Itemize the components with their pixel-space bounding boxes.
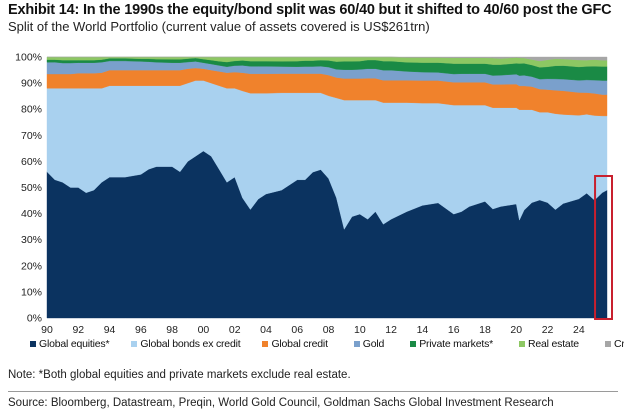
x-tick-label: 10 (354, 324, 366, 336)
chart-subtitle: Split of the World Portfolio (current va… (8, 19, 430, 34)
legend-label: Real estate (528, 338, 579, 350)
legend-label: Global credit (271, 338, 328, 350)
highlight-box (594, 175, 614, 320)
x-tick-label: 98 (166, 324, 178, 336)
x-tick-label: 02 (229, 324, 241, 336)
x-tick-label: 06 (291, 324, 303, 336)
legend-swatch (410, 341, 417, 347)
legend: Global equities* Global bonds ex credit Gl… (30, 338, 624, 350)
legend-item: Global equities* (30, 338, 110, 350)
x-tick-label: 18 (479, 324, 491, 336)
legend-item: Gold (353, 338, 385, 350)
x-tick-label: 90 (41, 324, 53, 336)
y-tick-label: 80% (21, 104, 42, 116)
y-tick-label: 0% (27, 313, 42, 325)
legend-item: Global bonds ex credit (131, 338, 241, 350)
y-tick-label: 90% (21, 78, 42, 90)
x-tick-label: 24 (573, 324, 585, 336)
y-tick-label: 20% (21, 260, 42, 272)
legend-label: Gold (362, 338, 385, 350)
y-tick-label: 50% (21, 182, 42, 194)
x-tick-label: 14 (417, 324, 429, 336)
x-tick-label: 22 (542, 324, 554, 336)
legend-label: Global equities* (39, 338, 110, 350)
footnote: Note: *Both global equities and private … (8, 369, 351, 381)
x-tick-label: 08 (323, 324, 335, 336)
legend-item: Private markets* (410, 338, 493, 350)
x-axis: 90 92 94 96 98 00 02 04 06 08 10 12 14 16 18 20 22 24 (41, 324, 585, 336)
area-crypto (47, 56, 608, 62)
x-tick-label: 96 (135, 324, 147, 336)
legend-swatch (131, 341, 138, 347)
legend-item: Global credit (262, 338, 328, 350)
legend-label: Global bonds ex credit (140, 338, 241, 350)
legend-swatch (30, 341, 36, 347)
legend-item: Crypto (604, 338, 624, 350)
legend-swatch (604, 341, 611, 347)
x-tick-label: 94 (104, 324, 116, 336)
legend-swatch (262, 341, 269, 347)
legend-swatch (519, 341, 526, 347)
y-tick-label: 10% (21, 286, 42, 298)
legend-item: Real estate (519, 338, 579, 350)
y-axis: 0% 10% 20% 30% 40% 50% 60% 70% 80% 90% 100% (15, 52, 42, 325)
x-tick-label: 12 (385, 324, 397, 336)
x-tick-label: 00 (198, 324, 210, 336)
x-tick-label: 20 (510, 324, 522, 336)
legend-label: Private markets* (419, 338, 494, 350)
x-tick-label: 16 (448, 324, 460, 336)
highlight-rect (594, 175, 614, 320)
chart-title: Exhibit 14: In the 1990s the equity/bond… (8, 2, 612, 18)
y-tick-label: 40% (21, 208, 42, 220)
legend-swatch (353, 341, 360, 347)
source-text: Source: Bloomberg, Datastream, Preqin, W… (8, 397, 554, 409)
area-layers (46, 56, 608, 319)
y-tick-label: 30% (21, 234, 42, 246)
y-tick-label: 70% (21, 130, 42, 142)
y-tick-label: 60% (21, 156, 42, 168)
y-tick-label: 100% (15, 52, 42, 64)
x-tick-label: 92 (72, 324, 84, 336)
x-tick-label: 04 (260, 324, 272, 336)
divider (8, 391, 618, 392)
legend-label: Crypto (613, 338, 624, 350)
